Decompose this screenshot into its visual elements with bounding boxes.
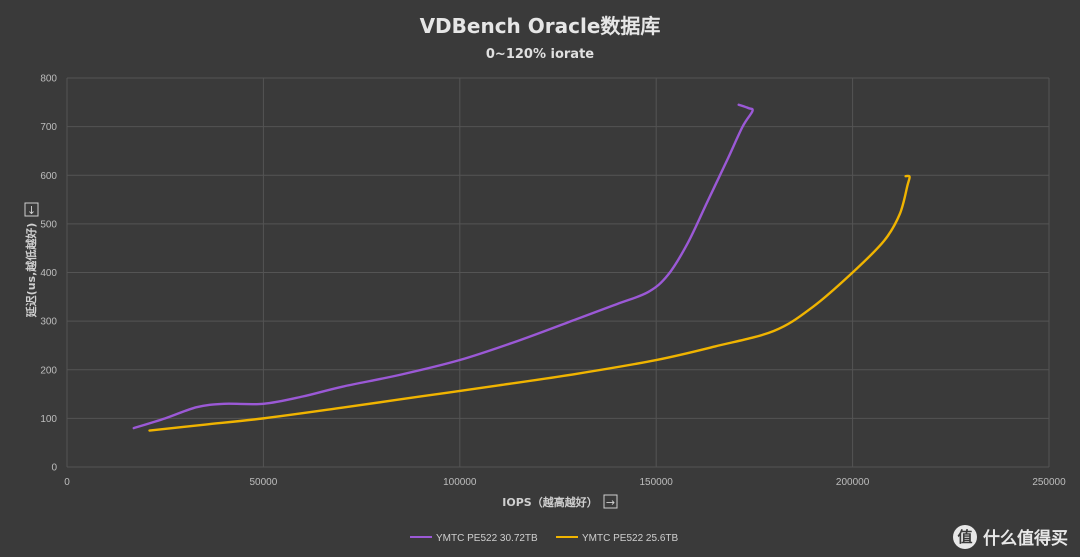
x-tick-label-2: 100000 — [443, 477, 477, 488]
legend-label-series-2: YMTC PE522 25.6TB — [582, 533, 678, 544]
x-tick-labels: 0 50000 100000 150000 200000 250000 — [64, 477, 1066, 488]
y-axis-label: 延迟(us,越低越好) ↓ — [24, 202, 39, 319]
y-tick-label-4: 400 — [40, 268, 57, 279]
y-axis-title: 延迟(us,越低越好) — [24, 223, 38, 319]
watermark-logo-icon: 值 — [953, 524, 977, 549]
x-tick-label-4: 200000 — [836, 477, 870, 488]
x-axis-arrow-box — [603, 494, 618, 509]
x-tick-label-0: 0 — [64, 477, 70, 488]
x-axis-title: IOPS（越高越好） — [502, 495, 597, 509]
x-tick-label-1: 50000 — [249, 477, 277, 488]
y-axis-arrow-box — [24, 202, 39, 217]
x-tick-label-5: 250000 — [1032, 477, 1066, 488]
y-tick-label-7: 700 — [40, 122, 57, 133]
series-lines — [132, 103, 911, 432]
y-tick-label-6: 600 — [40, 171, 57, 182]
y-tick-label-0: 0 — [51, 463, 57, 474]
y-tick-label-3: 300 — [40, 317, 57, 328]
y-tick-label-1: 100 — [40, 414, 57, 425]
y-tick-label-5: 500 — [40, 219, 57, 230]
legend: YMTC PE522 30.72TB YMTC PE522 25.6TB — [410, 533, 678, 544]
y-axis-arrow-icon: ↓ — [27, 204, 36, 217]
x-axis-label: IOPS（越高越好） → — [502, 494, 618, 509]
watermark: 值 什么值得买 — [953, 524, 1068, 549]
y-tick-label-2: 200 — [40, 365, 57, 376]
x-axis-arrow-icon: → — [606, 496, 615, 509]
chart-subtitle: 0~120% iorate — [486, 47, 594, 62]
watermark-text: 什么值得买 — [983, 529, 1068, 549]
y-tick-labels: 0 100 200 300 400 500 600 700 800 — [40, 74, 57, 474]
x-tick-label-3: 150000 — [640, 477, 674, 488]
grid-lines — [66, 77, 1050, 468]
chart-title: VDBench Oracle数据库 — [420, 14, 661, 38]
series-line-2 — [148, 174, 911, 432]
series-line-1 — [132, 103, 754, 430]
legend-label-series-1: YMTC PE522 30.72TB — [436, 533, 538, 544]
y-tick-label-8: 800 — [40, 74, 57, 85]
